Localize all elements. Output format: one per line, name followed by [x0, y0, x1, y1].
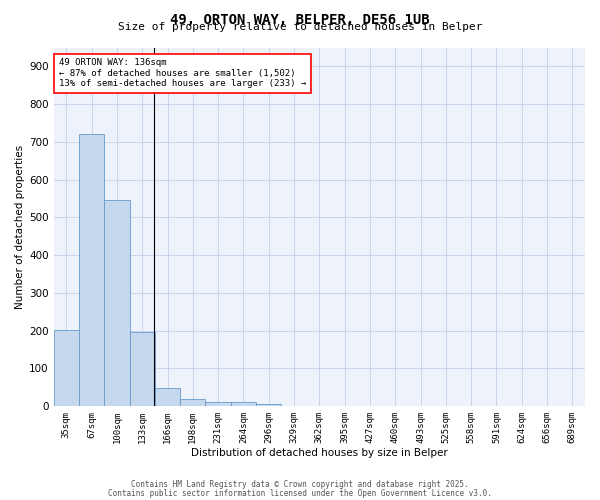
Text: Contains HM Land Registry data © Crown copyright and database right 2025.: Contains HM Land Registry data © Crown c… — [131, 480, 469, 489]
Bar — [104, 200, 130, 406]
Bar — [79, 134, 104, 406]
Bar — [130, 332, 155, 406]
Text: Contains public sector information licensed under the Open Government Licence v3: Contains public sector information licen… — [108, 488, 492, 498]
Bar — [180, 398, 205, 406]
Text: Size of property relative to detached houses in Belper: Size of property relative to detached ho… — [118, 22, 482, 32]
Bar — [231, 402, 256, 406]
Bar — [155, 388, 180, 406]
X-axis label: Distribution of detached houses by size in Belper: Distribution of detached houses by size … — [191, 448, 448, 458]
Text: 49 ORTON WAY: 136sqm
← 87% of detached houses are smaller (1,502)
13% of semi-de: 49 ORTON WAY: 136sqm ← 87% of detached h… — [59, 58, 306, 88]
Bar — [53, 330, 79, 406]
Bar — [256, 404, 281, 406]
Bar — [205, 402, 231, 406]
Y-axis label: Number of detached properties: Number of detached properties — [15, 145, 25, 309]
Text: 49, ORTON WAY, BELPER, DE56 1UB: 49, ORTON WAY, BELPER, DE56 1UB — [170, 12, 430, 26]
